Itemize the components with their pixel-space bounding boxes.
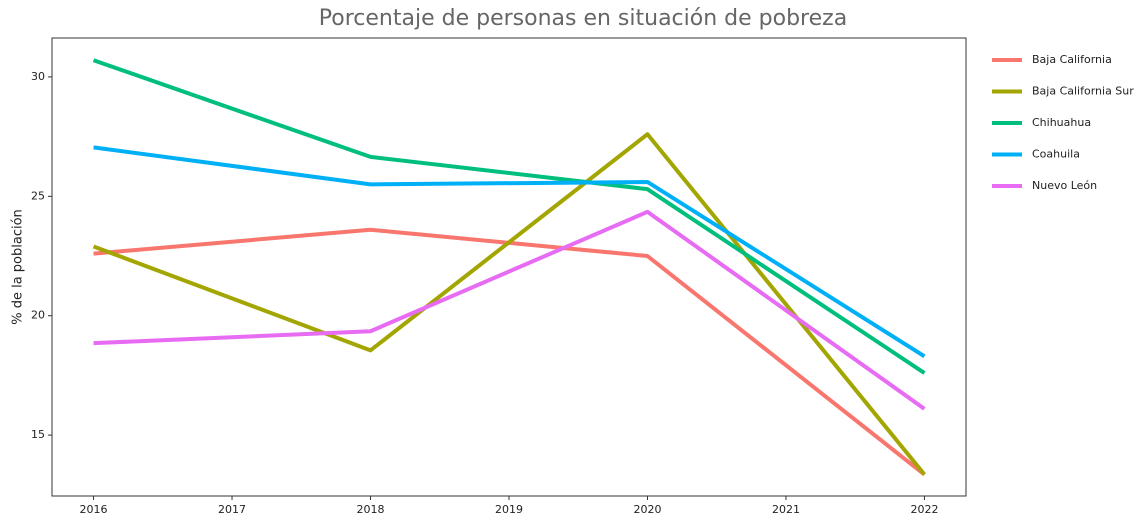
x-tick-label: 2021 bbox=[772, 503, 800, 516]
series-line bbox=[92, 132, 927, 476]
legend-label: Baja California Sur bbox=[1032, 85, 1134, 98]
y-axis-label: % de la población bbox=[11, 209, 26, 325]
x-tick-label: 2020 bbox=[633, 503, 661, 516]
y-tick-label: 20 bbox=[31, 309, 45, 322]
x-tick-label: 2018 bbox=[357, 503, 385, 516]
y-tick-label: 30 bbox=[31, 70, 45, 83]
x-tick-label: 2017 bbox=[218, 503, 246, 516]
chart-title: Porcentaje de personas en situación de p… bbox=[319, 6, 847, 31]
legend-label: Nuevo León bbox=[1032, 179, 1097, 192]
legend-label: Coahuila bbox=[1032, 148, 1080, 161]
x-tick-label: 2022 bbox=[910, 503, 938, 516]
series-line bbox=[93, 145, 926, 359]
x-tick-label: 2016 bbox=[80, 503, 108, 516]
y-tick-label: 15 bbox=[31, 428, 45, 441]
series-line bbox=[92, 58, 926, 375]
series-line bbox=[93, 209, 926, 411]
legend-label: Chihuahua bbox=[1032, 116, 1091, 129]
plot-frame bbox=[51, 37, 967, 497]
series-line bbox=[93, 227, 926, 477]
x-tick-label: 2019 bbox=[495, 503, 523, 516]
legend-label: Baja California bbox=[1032, 53, 1112, 66]
y-tick-label: 25 bbox=[31, 189, 45, 202]
